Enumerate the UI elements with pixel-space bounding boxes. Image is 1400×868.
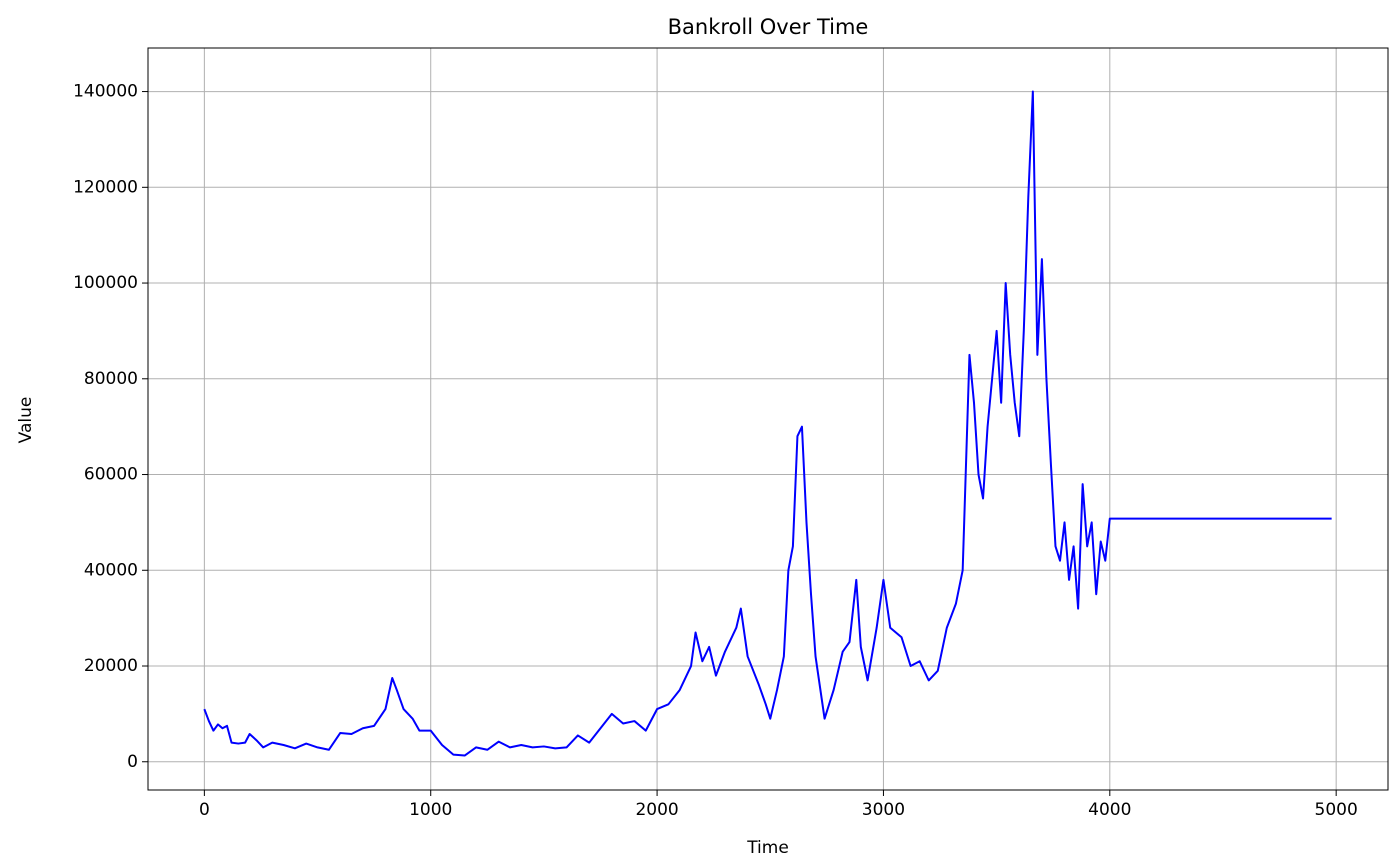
y-tick-label: 0	[127, 752, 138, 772]
y-tick-label: 20000	[84, 656, 138, 676]
y-axis-label: Value	[16, 397, 36, 444]
plot-frame	[147, 47, 1389, 791]
x-tick-label: 4000	[1088, 800, 1131, 820]
x-tick-label: 5000	[1315, 800, 1358, 820]
y-tick-label: 40000	[84, 560, 138, 580]
x-tick-label: 3000	[862, 800, 905, 820]
y-tick-label: 60000	[84, 465, 138, 485]
y-tick-label: 120000	[73, 177, 138, 197]
data-line	[203, 90, 1332, 757]
chart-title: Bankroll Over Time	[668, 15, 869, 39]
y-tick-label: 80000	[84, 369, 138, 389]
x-tick-label: 2000	[635, 800, 678, 820]
x-tick-label: 0	[199, 800, 210, 820]
x-axis-label: Time	[746, 838, 789, 858]
y-tick-label: 140000	[73, 82, 138, 102]
y-tick-label: 100000	[73, 273, 138, 293]
x-tick-label: 1000	[409, 800, 452, 820]
